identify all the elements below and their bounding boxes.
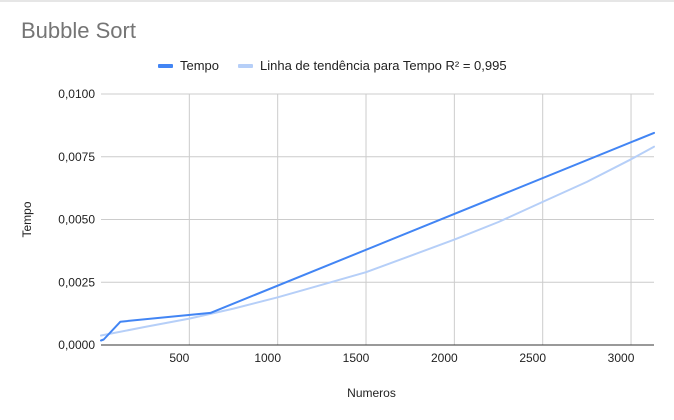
x-axis-title: Numeros <box>347 386 396 400</box>
x-tick-label: 2000 <box>431 351 458 365</box>
chart-title: Bubble Sort <box>21 18 136 43</box>
legend-item-tempo: Tempo <box>158 58 219 73</box>
axes: 0,0000 0,0025 0,0050 0,0075 0,0100 500 1000 150… <box>20 87 654 400</box>
legend-label: Tempo <box>180 58 219 73</box>
y-tick-label: 0,0000 <box>58 338 95 352</box>
x-tick-label: 2500 <box>519 351 546 365</box>
y-tick-label: 0,0025 <box>58 275 95 289</box>
y-axis-title: Tempo <box>20 201 34 237</box>
legend: Tempo Linha de tendência para Tempo R² = … <box>158 58 507 73</box>
x-tick-label: 3000 <box>608 351 635 365</box>
y-tick-label: 0,0050 <box>58 213 95 227</box>
x-tick-label: 1000 <box>254 351 281 365</box>
x-tick-label: 1500 <box>343 351 370 365</box>
series-line-tempo <box>100 131 655 342</box>
y-tick-label: 0,0075 <box>58 150 95 164</box>
legend-swatch <box>238 64 253 68</box>
x-tick-label: 500 <box>169 351 189 365</box>
series-layer <box>100 131 655 342</box>
series-line-trendline <box>100 145 655 337</box>
y-tick-label: 0,0100 <box>58 87 95 101</box>
top-divider <box>0 0 674 2</box>
grid-lines <box>101 93 654 345</box>
legend-item-trendline: Linha de tendência para Tempo R² = 0,995 <box>238 58 507 73</box>
legend-label: Linha de tendência para Tempo R² = 0,995 <box>260 58 507 73</box>
legend-swatch <box>158 64 173 68</box>
